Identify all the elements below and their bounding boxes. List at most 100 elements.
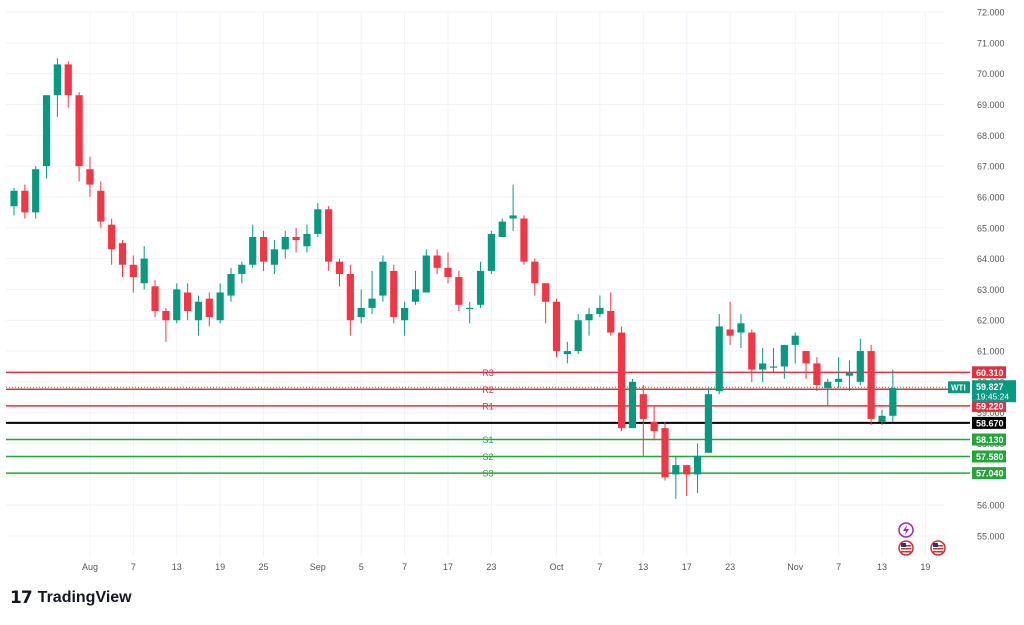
- candle-body: [368, 298, 376, 308]
- candle-body: [737, 323, 745, 333]
- candles: [10, 58, 897, 500]
- candle-body: [574, 320, 582, 352]
- last-price-label: 59.827: [976, 382, 1004, 392]
- candle-body: [715, 326, 723, 392]
- candle-body: [813, 363, 821, 385]
- pivot-levels: R3 R2 R1 S1 S2 S3: [6, 368, 970, 479]
- candle-body: [845, 372, 854, 376]
- x-tick-label: 7: [836, 562, 841, 572]
- y-tick-label: 67.000: [977, 162, 1005, 172]
- x-tick-label: 23: [486, 562, 496, 572]
- y-tick-label: 65.000: [977, 223, 1005, 233]
- y-tick-label: 59.000: [977, 408, 1005, 418]
- candle-body: [889, 388, 897, 416]
- candle-body: [628, 381, 637, 429]
- symbol-tag-bg: [948, 381, 970, 394]
- x-tick-label: 7: [131, 562, 136, 572]
- candle-body: [835, 378, 843, 382]
- symbol-tag-label: WTI: [951, 384, 966, 393]
- candle-body: [75, 95, 83, 167]
- candle-body: [401, 307, 409, 321]
- candle-body: [422, 255, 430, 293]
- candle-body: [184, 292, 192, 311]
- candle-body: [292, 237, 300, 241]
- y-tick-label: 72.000: [977, 8, 1005, 18]
- us-flag-icon[interactable]: [930, 540, 946, 556]
- candle-body: [552, 301, 561, 352]
- candle-body: [487, 233, 495, 271]
- last-price-tag-bg: [972, 380, 1016, 403]
- x-tick-label: 23: [725, 562, 735, 572]
- y-tick-label: 61.000: [977, 347, 1005, 357]
- candle-body: [21, 190, 29, 213]
- candle-body: [346, 274, 354, 321]
- candle-body: [411, 289, 420, 302]
- tradingview-logo-text: TradingView: [37, 589, 132, 606]
- candle-body: [531, 261, 539, 284]
- pivot-level-name: S2: [482, 452, 493, 462]
- x-tick-label: 19: [920, 562, 930, 572]
- pivot-level-name: R2: [482, 385, 494, 395]
- candle-body: [596, 307, 604, 315]
- candle-body: [726, 329, 734, 336]
- y-tick-label: 63.000: [977, 285, 1005, 295]
- candle-body: [661, 428, 669, 478]
- us-flag-icon[interactable]: [898, 540, 914, 556]
- price-tag-bg: [972, 433, 1006, 446]
- candle-body: [238, 264, 246, 274]
- y-tick-label: 56.000: [977, 501, 1005, 511]
- candle-body: [357, 307, 365, 318]
- candle-body: [259, 237, 268, 262]
- candle-body: [520, 218, 528, 262]
- y-tick-label: 71.000: [977, 38, 1005, 48]
- x-tick-label: 17: [682, 562, 692, 572]
- tradingview-logo-icon: 17: [10, 588, 33, 608]
- candle-body: [379, 261, 387, 296]
- price-tag-label: 58.130: [976, 435, 1004, 445]
- candle-body: [86, 169, 94, 185]
- price-tag-bg: [972, 366, 1006, 379]
- x-tick-label: 13: [877, 562, 887, 572]
- candle-body: [216, 292, 224, 321]
- candle-body: [270, 249, 278, 265]
- candle-body: [759, 363, 767, 370]
- candle-body: [585, 314, 593, 321]
- x-axis-labels: Aug 7 13 19 25 Sep 5 7 17 23 Oct 7 13 17 23 Nov 7 13 19: [82, 562, 930, 572]
- x-tick-label: 17: [443, 562, 453, 572]
- price-tag-bg: [972, 416, 1006, 429]
- candle-body: [791, 335, 799, 345]
- lightning-icon[interactable]: [898, 522, 914, 538]
- candle-body: [64, 64, 72, 96]
- candle-body: [140, 258, 148, 284]
- countdown-label: 19:45:24: [976, 392, 1009, 402]
- candle-body: [194, 301, 203, 321]
- candle-body: [498, 221, 506, 238]
- candle-body: [856, 351, 864, 382]
- price-tag-bg: [972, 467, 1006, 480]
- candle-body: [650, 421, 658, 432]
- candle-body: [42, 95, 51, 167]
- candle-body: [542, 283, 550, 302]
- price-tag-bg: [972, 399, 1006, 412]
- price-tag-label: 57.580: [976, 452, 1004, 462]
- price-axis-tags: 60.31059.76059.22058.67058.13057.58057.0…: [6, 366, 1016, 480]
- candle-body: [639, 394, 647, 419]
- candle-body: [824, 381, 832, 389]
- y-tick-label: 70.000: [977, 69, 1005, 79]
- candle-body: [151, 286, 159, 311]
- candle-body: [118, 243, 127, 265]
- candle-body: [672, 465, 680, 475]
- y-tick-label: 62.000: [977, 316, 1005, 326]
- candle-body: [563, 351, 571, 355]
- candle-body: [53, 64, 61, 96]
- x-tick-label: 13: [638, 562, 648, 572]
- candle-body: [683, 465, 691, 475]
- candle-body: [748, 332, 756, 370]
- x-tick-label: 25: [259, 562, 269, 572]
- candle-body: [129, 264, 137, 278]
- candle-body: [281, 237, 289, 250]
- candle-body: [335, 261, 344, 274]
- pivot-level-name: R1: [482, 401, 494, 411]
